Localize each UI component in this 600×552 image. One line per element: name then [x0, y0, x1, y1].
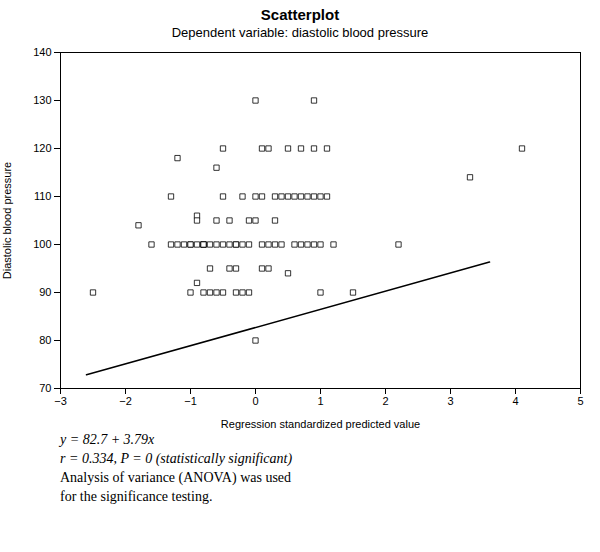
html-text:r = 0.334, P = 0 (statisticall: r = 0.334, P = 0 (statistically signific… — [60, 451, 293, 466]
svg-text:80: 80 — [39, 334, 51, 346]
html-text:Dependent variable: diastolic: Dependent variable: diastolic blood pres… — [171, 25, 429, 40]
svg-text:140: 140 — [33, 46, 51, 58]
svg-text:120: 120 — [33, 142, 51, 154]
svg-text:70: 70 — [39, 382, 51, 394]
html-text:Analysis of variance (ANOVA) w: Analysis of variance (ANOVA) was used — [60, 470, 292, 485]
svg-text:3: 3 — [447, 395, 453, 407]
svg-text:4: 4 — [512, 395, 518, 407]
svg-text:110: 110 — [34, 190, 52, 202]
svg-text:−3: −3 — [54, 395, 67, 407]
svg-text:2: 2 — [382, 395, 388, 407]
svg-text:−2: −2 — [119, 395, 132, 407]
svg-text:130: 130 — [33, 94, 51, 106]
svg-text:Diastolic blood pressure: Diastolic blood pressure — [1, 162, 13, 279]
svg-text:−1: −1 — [184, 395, 197, 407]
html-text:Scatterplot: Scatterplot — [260, 6, 340, 23]
svg-text:Regression standardized predic: Regression standardized predicted value — [221, 418, 420, 430]
svg-text:1: 1 — [317, 395, 323, 407]
html-text:for the significance testing.: for the significance testing. — [60, 489, 213, 504]
svg-text:100: 100 — [33, 238, 51, 250]
svg-text:0: 0 — [252, 395, 258, 407]
svg-text:90: 90 — [39, 286, 51, 298]
svg-text:5: 5 — [577, 395, 583, 407]
html-text:y = 82.7 + 3.79x: y = 82.7 + 3.79x — [60, 432, 155, 447]
